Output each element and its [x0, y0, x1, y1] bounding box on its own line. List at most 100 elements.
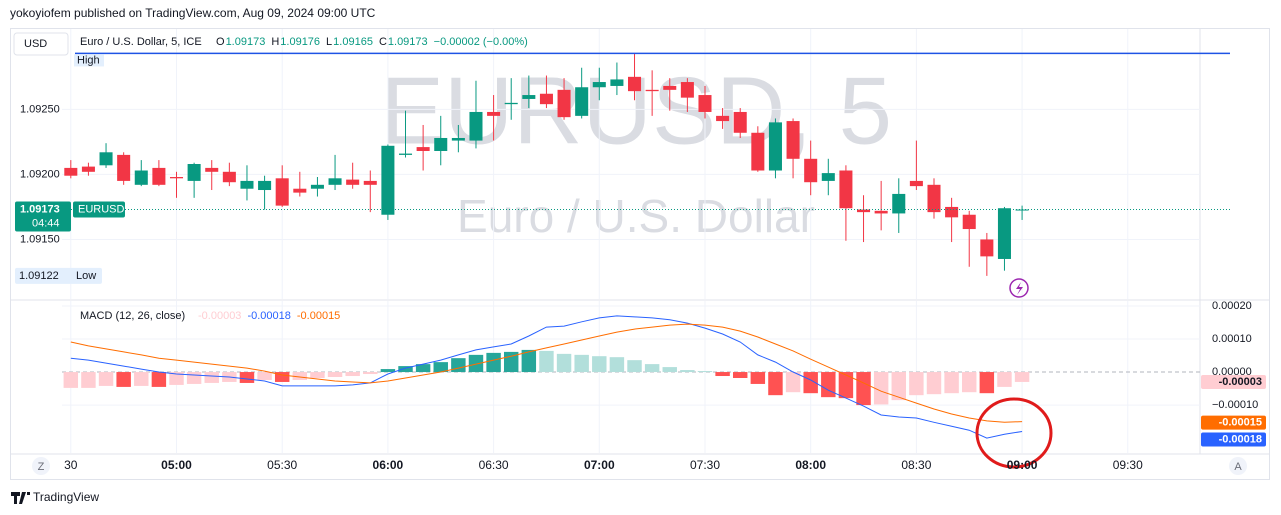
macd-title: MACD (12, 26, close): [80, 310, 185, 322]
candle-body: [381, 145, 395, 215]
ohlc-value: 1.09173: [226, 36, 266, 48]
candle-body: [416, 147, 430, 151]
histogram-bar: [838, 372, 854, 399]
low-price: 1.09122: [19, 270, 59, 282]
candle-body: [487, 111, 501, 116]
symbol-label: EURUSD: [78, 203, 125, 215]
watermark-symbol: EURUSD, 5: [380, 57, 892, 164]
candle-body: [839, 170, 853, 209]
ohlc-value: 1.09176: [280, 36, 320, 48]
candle-body: [962, 214, 976, 230]
candle-body: [768, 122, 782, 171]
histogram-bar: [116, 372, 131, 387]
histogram-bar: [856, 372, 871, 406]
y-tick-label: 1.09150: [20, 233, 60, 245]
x-tick-label: 06:30: [479, 458, 509, 472]
annotation-circle: [975, 397, 1053, 469]
ohlc-label: C: [379, 36, 387, 48]
histogram-bar: [274, 372, 290, 382]
macd-line: [70, 315, 1023, 439]
candle-body: [81, 166, 95, 172]
candle-body: [240, 180, 254, 189]
candle-body: [504, 102, 518, 105]
zoom-button[interactable]: [32, 457, 50, 475]
histogram-bar: [873, 372, 889, 405]
ohlc-legend: O 1.09173 H 1.09176 L 1.09165 C 1.09173 −0.00002…: [216, 36, 528, 48]
alert-bolt: [1016, 282, 1023, 295]
value-tag: [1201, 374, 1266, 389]
histogram-bar: [556, 353, 572, 373]
watermark: EURUSD, 5 Euro / U.S. Dollar: [380, 57, 892, 242]
candle-body: [258, 180, 272, 191]
currency-button[interactable]: [13, 32, 69, 56]
candle-body: [698, 95, 712, 112]
candle-body: [857, 209, 871, 213]
histogram-bar: [697, 371, 713, 373]
histogram-bar: [98, 372, 114, 386]
candle-body: [751, 132, 765, 171]
histogram-bar: [750, 372, 766, 384]
histogram-bar: [926, 372, 942, 395]
high-label: High: [77, 54, 100, 66]
candle-body: [293, 188, 307, 193]
brand: TradingView: [33, 490, 99, 504]
y2-tick-label: 0.00020: [1212, 300, 1252, 312]
ohlc-value: 1.09165: [333, 36, 373, 48]
x-tick-label: 05:30: [267, 458, 297, 472]
candle-body: [733, 111, 747, 133]
x-tick-label: 09:30: [1113, 458, 1143, 472]
candle-body: [469, 111, 483, 141]
x-tick-label: 05:00: [161, 458, 192, 472]
candle-body: [434, 137, 448, 151]
candle-body: [169, 177, 184, 179]
histogram-bar: [327, 372, 343, 377]
macd-legend-value: -0.00003: [198, 310, 241, 322]
ohlc-label: O: [216, 36, 225, 48]
histogram-bar: [680, 370, 695, 373]
x-tick-label: 07:30: [690, 458, 720, 472]
currency[interactable]: USD: [24, 38, 47, 50]
alert-icon[interactable]: [1009, 278, 1029, 298]
auto-button[interactable]: [1229, 457, 1247, 475]
histogram-bar: [521, 349, 537, 373]
histogram-bar: [204, 372, 219, 383]
candle-body: [909, 180, 923, 187]
candle-body: [187, 164, 201, 181]
candle-body: [363, 180, 377, 185]
candle-body: [610, 79, 624, 86]
histogram-bar: [363, 372, 378, 375]
histogram-bar: [821, 372, 836, 398]
value-tag-label: -0.00003: [1219, 376, 1262, 388]
candle-body: [663, 85, 677, 90]
candle-body: [575, 87, 589, 116]
histogram-bar: [134, 372, 149, 386]
candle-body: [539, 93, 553, 105]
candle-body: [346, 179, 360, 185]
histogram-bar: [310, 372, 325, 378]
change: −0.00002 (−0.00%): [434, 36, 528, 48]
histogram-bar: [962, 372, 977, 393]
candle-body: [275, 178, 289, 206]
candle-body: [310, 184, 324, 189]
candle-body: [398, 153, 413, 155]
low-tag: [15, 267, 102, 284]
candle-body: [117, 154, 131, 181]
y2-tick-label: 0.00000: [1212, 366, 1252, 378]
candle-body: [557, 89, 571, 118]
watermark-name: Euro / U.S. Dollar: [457, 190, 815, 242]
brand-logo: [11, 492, 30, 504]
histogram-bar: [997, 372, 1012, 387]
candle-body: [980, 239, 994, 257]
histogram-bar: [433, 362, 448, 373]
candle-body: [997, 208, 1011, 259]
histogram-bar: [380, 369, 396, 373]
candle-body: [328, 178, 342, 185]
countdown: 04:44: [32, 217, 60, 229]
candle-body: [786, 121, 800, 159]
auto-label[interactable]: A: [1234, 461, 1242, 473]
marks: [63, 53, 1030, 439]
histogram-bar: [239, 372, 255, 383]
candle-body: [645, 89, 659, 92]
zoom-label[interactable]: Z: [38, 461, 45, 473]
